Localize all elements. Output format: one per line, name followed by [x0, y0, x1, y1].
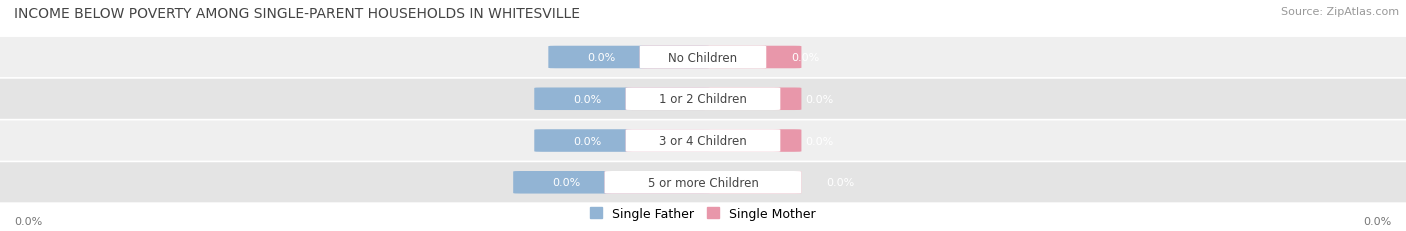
FancyBboxPatch shape: [534, 88, 710, 111]
Text: 1 or 2 Children: 1 or 2 Children: [659, 93, 747, 106]
Text: 0.0%: 0.0%: [790, 53, 820, 63]
FancyBboxPatch shape: [605, 171, 801, 194]
Text: No Children: No Children: [668, 51, 738, 64]
FancyBboxPatch shape: [626, 130, 801, 152]
FancyBboxPatch shape: [605, 171, 801, 194]
FancyBboxPatch shape: [0, 163, 1406, 202]
Text: INCOME BELOW POVERTY AMONG SINGLE-PARENT HOUSEHOLDS IN WHITESVILLE: INCOME BELOW POVERTY AMONG SINGLE-PARENT…: [14, 7, 581, 21]
Text: 0.0%: 0.0%: [572, 136, 602, 146]
Text: 0.0%: 0.0%: [804, 94, 834, 104]
Text: 3 or 4 Children: 3 or 4 Children: [659, 134, 747, 147]
Legend: Single Father, Single Mother: Single Father, Single Mother: [585, 202, 821, 225]
Text: 0.0%: 0.0%: [804, 136, 834, 146]
FancyBboxPatch shape: [626, 130, 780, 152]
FancyBboxPatch shape: [640, 46, 766, 69]
FancyBboxPatch shape: [548, 46, 710, 69]
Text: 0.0%: 0.0%: [14, 216, 42, 226]
Text: 0.0%: 0.0%: [1364, 216, 1392, 226]
FancyBboxPatch shape: [626, 88, 801, 111]
Text: 0.0%: 0.0%: [551, 177, 581, 188]
Text: 0.0%: 0.0%: [586, 53, 616, 63]
FancyBboxPatch shape: [0, 79, 1406, 119]
FancyBboxPatch shape: [534, 130, 710, 152]
FancyBboxPatch shape: [513, 171, 710, 194]
Text: 5 or more Children: 5 or more Children: [648, 176, 758, 189]
Text: 0.0%: 0.0%: [572, 94, 602, 104]
FancyBboxPatch shape: [626, 88, 780, 111]
FancyBboxPatch shape: [0, 121, 1406, 161]
FancyBboxPatch shape: [640, 46, 801, 69]
FancyBboxPatch shape: [0, 38, 1406, 78]
Text: 0.0%: 0.0%: [825, 177, 855, 188]
Text: Source: ZipAtlas.com: Source: ZipAtlas.com: [1281, 7, 1399, 17]
